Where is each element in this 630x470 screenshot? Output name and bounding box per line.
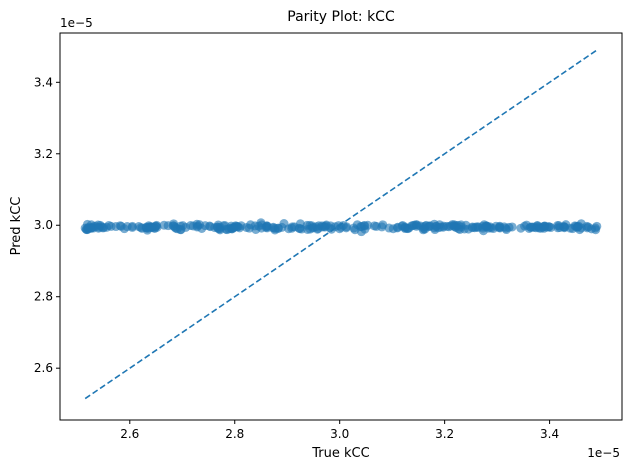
scatter-point — [504, 222, 514, 232]
reference-line — [84, 49, 598, 400]
scatter-point — [571, 221, 581, 231]
x-tick-label: 3.4 — [540, 427, 559, 441]
scatter-point — [188, 221, 198, 231]
scatter-point — [388, 224, 398, 234]
scatter-point — [197, 223, 207, 233]
scatter-point — [479, 220, 489, 230]
scatter-point — [235, 223, 245, 233]
scatter-point — [442, 221, 452, 231]
scatter-point — [592, 221, 602, 231]
scatter-point — [369, 221, 379, 231]
scatter-point — [127, 221, 137, 231]
scatter-point — [408, 221, 418, 231]
plot-area — [80, 49, 602, 400]
scatter-point — [360, 221, 370, 231]
scatter-point — [516, 223, 526, 233]
scatter-point — [326, 221, 336, 231]
scatter-point — [159, 220, 169, 230]
scatter-point — [421, 220, 431, 230]
y-tick-label: 3.0 — [34, 218, 53, 232]
plot-frame — [59, 32, 623, 421]
x-tick-label: 2.6 — [120, 427, 139, 441]
scatter-point — [168, 221, 178, 231]
y-tick-label: 3.2 — [34, 147, 53, 161]
scatter-point — [533, 221, 543, 231]
y-tick-label: 2.8 — [34, 290, 53, 304]
scatter-point — [146, 222, 156, 232]
x-axis-label: True kCC — [311, 446, 369, 461]
x-tick-label: 3.2 — [435, 427, 454, 441]
scatter-point — [495, 222, 505, 232]
chart-title: Parity Plot: kCC — [287, 9, 395, 25]
y-tick-label: 3.4 — [34, 75, 53, 89]
scatter-point — [561, 220, 571, 230]
y-tick-label: 2.6 — [34, 361, 53, 375]
scatter-point — [542, 222, 552, 232]
scatter-point — [212, 222, 222, 232]
scatter-point — [287, 223, 297, 233]
scatter-point — [526, 222, 536, 232]
scatter-point — [378, 220, 388, 230]
y-offset-label: 1e−5 — [60, 16, 93, 30]
scatter-point — [241, 222, 251, 232]
scatter-point — [554, 221, 564, 231]
y-axis-label: Pred kCC — [9, 197, 24, 256]
scatter-point — [251, 224, 261, 234]
scatter-point — [205, 222, 215, 232]
scatter-point — [429, 219, 439, 229]
scatter-point — [455, 224, 465, 234]
scatter-point — [295, 219, 305, 229]
scatter-point — [106, 221, 116, 231]
scatter-point — [467, 222, 477, 232]
scatter-point — [115, 221, 125, 231]
scatter-point — [256, 218, 266, 228]
scatter-point — [308, 222, 318, 232]
x-offset-label: 1e−5 — [587, 446, 620, 460]
x-tick-label: 3.0 — [330, 427, 349, 441]
scatter-point — [273, 223, 283, 233]
scatter-point — [80, 223, 90, 233]
scatter-point — [98, 223, 108, 233]
scatter-point — [400, 224, 410, 234]
scatter-point — [317, 221, 327, 231]
x-tick-label: 2.8 — [225, 427, 244, 441]
